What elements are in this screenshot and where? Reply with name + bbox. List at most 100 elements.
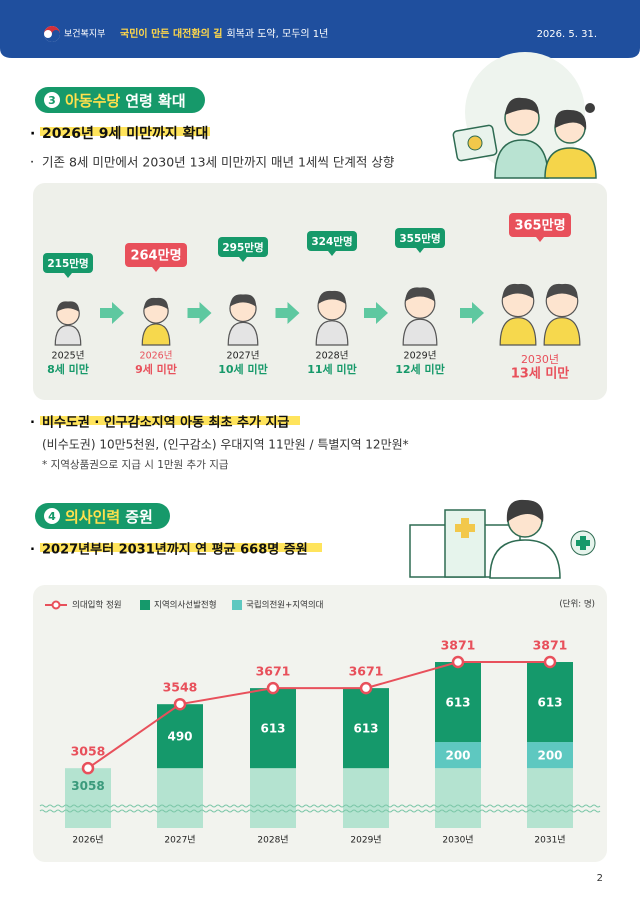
section-title-rest: 증원	[125, 508, 153, 526]
point: 2026년 9세 미만까지 확대	[42, 125, 208, 142]
line-marker	[173, 697, 187, 711]
title-rest: 회복과 도약, 모두의 1년	[226, 28, 328, 40]
year: 2028년	[316, 351, 349, 362]
title-highlight: 국민이 만든 대전환의 길	[120, 27, 222, 40]
year: 2027년	[227, 351, 260, 362]
highlight-marker	[40, 127, 210, 136]
line-marker	[543, 655, 557, 669]
illustration-family	[452, 52, 597, 179]
segment-label: 613	[353, 722, 378, 736]
age: 8세 미만	[47, 362, 89, 376]
section-title: 아동수당 연령 확대	[65, 92, 186, 110]
arrow	[364, 302, 388, 324]
legend-swatch	[232, 600, 242, 610]
logo-blue	[44, 30, 60, 42]
line-marker	[359, 681, 373, 695]
arrow	[275, 302, 300, 324]
bar-base	[527, 768, 573, 828]
ministry: 보건복지부	[64, 29, 105, 40]
arrow	[187, 302, 212, 324]
figure-hair	[502, 283, 534, 299]
bar-segment	[435, 742, 481, 769]
bar-base	[65, 768, 111, 828]
line-label: 3671	[256, 664, 291, 679]
x-tick-label: 2026년	[72, 835, 103, 846]
bar-segment	[250, 688, 296, 769]
age: 13세 미만	[511, 366, 570, 382]
x-tick-label: 2029년	[350, 835, 381, 846]
axis-break	[39, 804, 601, 808]
amount-tag-pointer	[536, 237, 544, 242]
section-pill	[35, 503, 170, 529]
age: 12세 미만	[395, 362, 445, 376]
amount: 324만명	[311, 235, 352, 248]
section-number: 3	[48, 94, 56, 107]
figure-hair	[229, 294, 257, 307]
figure-body	[499, 317, 537, 346]
figure-body	[54, 324, 82, 346]
bar-base	[250, 768, 296, 828]
chart-panel	[33, 585, 607, 862]
section-title: 의사인력 증원	[65, 508, 153, 526]
year: 2025년	[52, 351, 85, 362]
age: 10세 미만	[218, 362, 268, 376]
base-label: 3058	[71, 779, 104, 793]
figure-hair	[143, 297, 169, 310]
line-label: 3548	[163, 680, 198, 695]
amount-tag-pointer	[152, 267, 160, 272]
bar-segment	[527, 662, 573, 743]
figure-hair	[405, 287, 435, 302]
amount-tag	[395, 228, 445, 248]
bullet: ·	[30, 543, 35, 558]
section-pill	[35, 87, 205, 113]
year: 2030년	[521, 353, 559, 366]
amount-tag	[509, 213, 571, 237]
detail: 기존 8세 미만에서 2030년 13세 미만까지 매년 1세씩 단계적 상향	[42, 155, 395, 170]
bar-base	[343, 768, 389, 828]
line-label: 3058	[71, 744, 106, 759]
illustration-hospital	[409, 499, 596, 579]
page-number: 2	[597, 873, 603, 884]
point: 2027년부터 2031년까지 연 평균 668명 증원	[42, 542, 308, 558]
segment-label: 613	[445, 696, 470, 710]
header-title: 국민이 만든 대전환의 길 회복과 도약, 모두의 1년	[120, 27, 328, 40]
detail2: (비수도권) 10만5천원, (인구감소) 우대지역 11만원 / 특별지역 1…	[42, 437, 409, 452]
legend-marker	[51, 600, 61, 610]
axis-break	[39, 809, 601, 813]
highlight-marker	[40, 543, 322, 552]
figure-body	[141, 323, 171, 346]
section-title-highlight: 아동수당	[65, 92, 120, 110]
legend-label: 지역의사선발전형	[154, 600, 217, 611]
x-tick-label: 2030년	[442, 835, 473, 846]
number-circle	[44, 508, 60, 524]
age: 9세 미만	[135, 362, 177, 376]
figure-body	[543, 317, 581, 346]
note: * 지역상품권으로 지급 시 1만원 추가 지급	[42, 459, 229, 471]
figure-hair	[318, 290, 346, 305]
line-label: 3871	[533, 638, 568, 653]
x-tick-label: 2027년	[164, 835, 195, 846]
amount-tag-pointer	[328, 251, 336, 256]
legend-label: 의대입학 정원	[72, 600, 122, 611]
segment-label: 613	[537, 696, 562, 710]
amount-tag	[43, 253, 93, 273]
amount: 365만명	[514, 218, 565, 234]
section-title-rest: 연령 확대	[125, 92, 185, 110]
bar-base	[435, 768, 481, 828]
line-marker	[266, 681, 280, 695]
bar-segment	[527, 742, 573, 769]
highlight-marker	[40, 416, 300, 425]
amount: 295만명	[222, 241, 263, 254]
legend-swatch	[140, 600, 150, 610]
line-marker	[451, 655, 465, 669]
line	[87, 661, 550, 770]
arrow	[460, 302, 484, 324]
bullet: ·	[30, 156, 34, 171]
year: 2026년	[140, 351, 173, 362]
